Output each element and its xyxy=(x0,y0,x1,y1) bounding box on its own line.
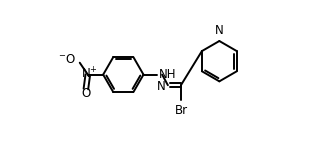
Text: N$^{+}$: N$^{+}$ xyxy=(80,66,97,82)
Text: NH: NH xyxy=(159,68,177,81)
Text: O: O xyxy=(81,87,90,100)
Text: N: N xyxy=(157,80,165,93)
Text: Br: Br xyxy=(175,104,188,117)
Text: $^{-}$O: $^{-}$O xyxy=(58,53,76,66)
Text: N: N xyxy=(215,24,224,37)
